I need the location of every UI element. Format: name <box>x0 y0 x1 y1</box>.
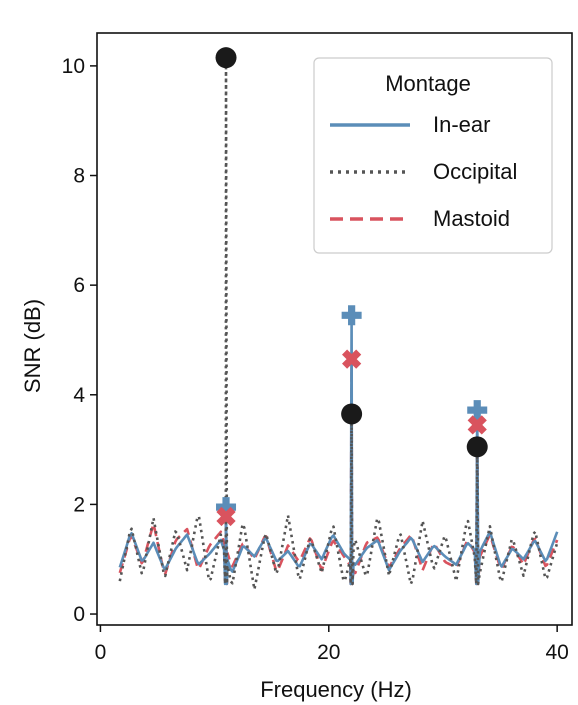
occipital-peak-33 <box>466 436 488 458</box>
legend-label-in-ear: In-ear <box>433 112 490 137</box>
in-ear-peak-11 <box>216 497 237 518</box>
series-layer <box>118 56 559 591</box>
y-tick-label-8: 8 <box>73 165 85 188</box>
x-tick-label-0: 0 <box>95 641 107 664</box>
series-line-mastoid <box>118 357 559 586</box>
mastoid-peak-11 <box>216 506 236 527</box>
series-line-in-ear <box>118 314 559 586</box>
mastoid-peak-22 <box>342 349 362 369</box>
x-tick-label-20: 20 <box>317 641 340 664</box>
y-tick-label-10: 10 <box>62 55 85 78</box>
y-tick-label-2: 2 <box>73 493 85 516</box>
series-line-occipital <box>118 56 559 591</box>
legend-label-occipital: Occipital <box>433 159 517 184</box>
legend-title: Montage <box>385 71 471 96</box>
axes-layer: 0 20 40 0 2 4 6 8 10 <box>62 55 569 664</box>
marker-layer <box>215 47 488 527</box>
in-ear-peak-22 <box>341 305 362 326</box>
y-tick-label-4: 4 <box>73 384 85 407</box>
y-tick-label-0: 0 <box>73 603 85 626</box>
plot-frame <box>96 32 573 626</box>
x-axis-title: Frequency (Hz) <box>260 677 412 702</box>
y-tick-label-6: 6 <box>73 274 85 297</box>
mastoid-peak-33 <box>467 415 487 435</box>
occipital-peak-11 <box>215 47 237 69</box>
plot-area <box>96 32 573 626</box>
y-axis-title: SNR (dB) <box>20 299 45 393</box>
in-ear-peak-33 <box>467 400 488 421</box>
legend-label-mastoid: Mastoid <box>433 206 510 231</box>
legend: Montage In-ear Occipital Mastoid <box>313 57 553 254</box>
occipital-peak-22 <box>341 403 363 425</box>
x-tick-label-40: 40 <box>545 641 568 664</box>
legend-box <box>313 57 553 254</box>
